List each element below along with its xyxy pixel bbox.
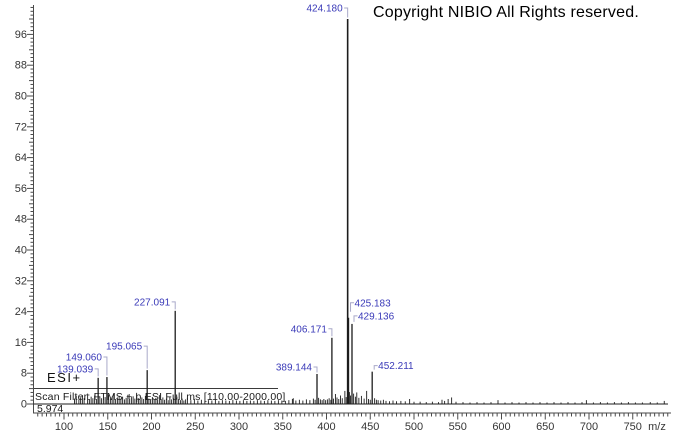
copyright-text: Copyright NIBIO All Rights reserved. [373,4,639,21]
y-axis-tick-label: 8 [21,368,27,380]
x-axis-tick-label: 150 [99,421,117,433]
x-axis-tick-label: 300 [230,421,248,433]
y-axis-tick-label: 64 [15,152,27,164]
peak-label: 425.183 [355,298,392,309]
y-axis-tick-label: 80 [15,91,27,103]
y-axis-tick-label: 96 [15,29,27,41]
peak-label-bracket [328,328,333,337]
x-axis-tick-label: 750 [624,421,642,433]
x-axis-tick-label: 250 [186,421,204,433]
peak-label-bracket [373,365,378,370]
peak-label: 429.136 [358,311,395,322]
peak-label-bracket [350,302,355,312]
peak-label-bracket [143,345,148,369]
x-axis-tick-label: 350 [274,421,292,433]
x-axis-tick-label: 450 [361,421,379,433]
peak-label: 389.144 [276,362,313,373]
peak-label: 149.060 [66,353,103,364]
x-axis-tick-label: 400 [317,421,335,433]
peak-label-bracket [353,315,358,322]
x-axis-tick-label: 600 [492,421,510,433]
x-axis-unit-label: m/z [648,421,666,433]
peak-label-bracket [344,7,349,18]
y-axis-tick-label: 48 [15,214,27,226]
y-axis-tick-label: 88 [15,60,27,72]
scan-filter-separator [33,388,278,389]
peak-label: 227.091 [134,297,171,308]
y-axis-tick-label: 40 [15,245,27,257]
x-axis-tick-label: 650 [536,421,554,433]
y-axis-tick-label: 0 [21,399,27,411]
retention-time-value: 5.974 [37,403,64,415]
x-axis-tick-label: 550 [449,421,467,433]
peak-label: 139.039 [57,364,94,375]
peak-label-bracket [94,368,99,377]
y-axis-tick-label: 16 [15,337,27,349]
y-axis-tick-label: 72 [15,121,27,133]
peak-label: 424.180 [307,4,344,15]
x-axis-tick-label: 100 [55,421,73,433]
y-axis-tick-label: 32 [15,275,27,287]
peak-label-bracket [171,301,176,310]
x-axis-tick-label: 700 [580,421,598,433]
peak-label: 406.171 [291,324,328,335]
y-axis-tick-label: 24 [15,306,27,318]
peak-label-bracket [103,356,108,376]
peak-label: 452.211 [378,361,414,372]
x-axis-tick-label: 200 [142,421,160,433]
y-axis-tick-label: 56 [15,183,27,195]
peak-label-bracket [313,366,318,373]
peak-label: 195.065 [106,342,143,353]
x-axis-tick-label: 500 [405,421,423,433]
ionization-mode-label: ESI+ [47,370,82,385]
